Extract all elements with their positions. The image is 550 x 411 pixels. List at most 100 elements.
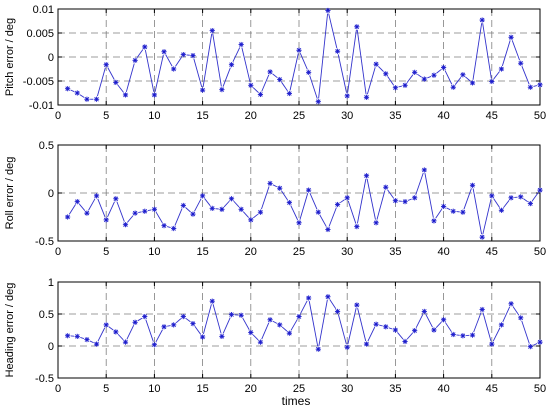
roll-series-segment xyxy=(166,226,171,229)
roll-series-segment xyxy=(138,211,142,213)
pitch-series-segment xyxy=(472,23,483,80)
heading-y-tick-label: -0.5 xyxy=(35,373,54,385)
pitch-data-point xyxy=(441,64,447,71)
heading-x-tick-label: 25 xyxy=(293,383,305,395)
heading-y-tick-label: 1 xyxy=(48,277,54,289)
heading-data-point xyxy=(518,315,524,321)
heading-data-point xyxy=(277,322,283,328)
pitch-series-segment xyxy=(272,73,278,78)
pitch-series-segment xyxy=(202,33,213,88)
heading-data-point xyxy=(122,339,129,345)
roll-series-segment xyxy=(435,208,443,219)
roll-x-tick-label: 15 xyxy=(196,246,208,258)
x-axis-label: times xyxy=(282,394,311,408)
pitch-data-point xyxy=(122,92,129,98)
pitch-data-point xyxy=(248,82,254,88)
heading-data-point xyxy=(161,324,167,330)
roll-series-segment xyxy=(531,192,539,202)
pitch-data-point xyxy=(431,72,437,78)
roll-data-point xyxy=(142,208,148,214)
roll-data-point xyxy=(383,184,389,190)
roll-y-tick-label: 0.5 xyxy=(39,140,54,152)
heading-data-point xyxy=(392,327,398,333)
pitch-x-tick-label: 15 xyxy=(196,110,208,122)
heading-series-segment xyxy=(290,319,298,331)
roll-data-point xyxy=(537,187,543,193)
pitch-series-segment xyxy=(328,13,338,49)
pitch-series-segment xyxy=(511,40,521,61)
roll-data-point xyxy=(527,200,533,207)
roll-series-segment xyxy=(194,198,202,212)
roll-data-point xyxy=(518,194,524,200)
roll-data-point xyxy=(402,199,408,205)
roll-series-segment xyxy=(446,207,451,211)
pitch-data-point xyxy=(344,93,350,99)
heading-x-tick-label: 15 xyxy=(196,383,208,395)
pitch-series-segment xyxy=(281,81,288,92)
pitch-data-point xyxy=(190,52,196,59)
heading-data-point xyxy=(315,346,321,352)
heading-data-point xyxy=(132,319,138,325)
roll-x-tick-label: 25 xyxy=(293,246,305,258)
heading-series-segment xyxy=(357,308,367,342)
pitch-x-tick-label: 0 xyxy=(55,110,61,122)
roll-data-point xyxy=(257,209,264,215)
pitch-series-segment xyxy=(212,33,222,87)
pitch-y-tick-label: -0.01 xyxy=(29,100,54,112)
pitch-series-segment xyxy=(79,94,85,98)
roll-data-point xyxy=(315,209,321,215)
heading-data-point xyxy=(65,333,71,339)
pitch-series-segment xyxy=(347,29,357,93)
heading-series-segment xyxy=(308,301,319,347)
roll-x-tick-label: 10 xyxy=(148,246,160,258)
heading-data-point xyxy=(209,298,215,304)
pitch-series-segment xyxy=(241,47,251,83)
pitch-data-point xyxy=(537,82,543,88)
roll-data-point xyxy=(209,205,215,211)
heading-data-point xyxy=(180,313,186,320)
pitch-data-point xyxy=(450,84,456,90)
pitch-data-point xyxy=(219,87,225,93)
heading-data-point xyxy=(460,333,466,339)
heading-data-point xyxy=(190,321,196,327)
pitch-series-segment xyxy=(366,67,376,95)
heading-series-segment xyxy=(167,325,171,327)
heading-series-segment xyxy=(521,320,530,344)
pitch-series-segment xyxy=(107,67,115,80)
roll-series-segment xyxy=(242,211,249,218)
roll-series-segment xyxy=(281,190,288,201)
roll-series-segment xyxy=(97,198,106,218)
roll-data-point xyxy=(469,182,476,188)
pitch-x-tick-label: 45 xyxy=(486,110,498,122)
pitch-x-tick-label: 35 xyxy=(389,110,401,122)
heading-series-segment xyxy=(318,299,328,347)
pitch-data-point xyxy=(412,69,418,75)
roll-series-segment xyxy=(328,207,337,227)
heading-series-segment xyxy=(329,299,337,310)
roll-series-segment xyxy=(415,172,424,195)
pitch-series-segment xyxy=(252,87,259,93)
pitch-series-segment xyxy=(70,89,75,93)
roll-data-point xyxy=(122,222,129,228)
heading-x-tick-label: 0 xyxy=(55,383,61,395)
pitch-data-point xyxy=(508,34,514,40)
heading-series-segment xyxy=(367,326,376,342)
heading-series-segment xyxy=(89,340,94,344)
roll-data-point xyxy=(200,193,206,199)
roll-y-tick-label: -0.5 xyxy=(35,236,54,248)
roll-series-segment xyxy=(233,200,240,208)
pitch-y-tick-label: 0.005 xyxy=(26,28,54,40)
roll-series-segment xyxy=(366,178,376,220)
pitch-data-point xyxy=(238,41,244,48)
heading-series-segment xyxy=(185,318,191,323)
heading-data-point xyxy=(325,294,331,300)
pitch-series-segment xyxy=(417,73,422,78)
heading-x-tick-label: 45 xyxy=(486,383,498,395)
roll-x-tick-label: 5 xyxy=(103,246,109,258)
heading-x-tick-label: 10 xyxy=(148,383,160,395)
pitch-x-tick-label: 20 xyxy=(245,110,257,122)
roll-data-point xyxy=(219,206,225,212)
pitch-series-segment xyxy=(378,66,384,72)
heading-y-axis-label: Heading error / deg xyxy=(4,283,16,378)
